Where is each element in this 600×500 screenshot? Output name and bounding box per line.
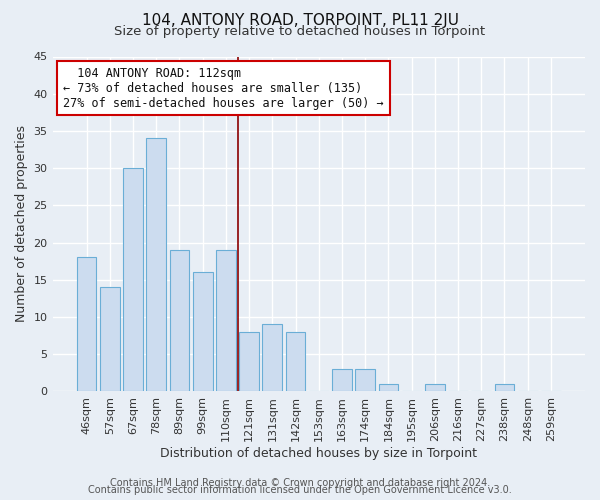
Bar (286, 332, 305, 392)
Bar (146, 138, 166, 392)
Bar (239, 332, 259, 392)
Bar (262, 324, 282, 392)
X-axis label: Distribution of detached houses by size in Torpoint: Distribution of detached houses by size … (160, 447, 477, 460)
Bar (123, 168, 143, 392)
Bar (77, 258, 97, 392)
Bar (100, 287, 119, 392)
Y-axis label: Number of detached properties: Number of detached properties (15, 126, 28, 322)
Bar (379, 384, 398, 392)
Text: Contains public sector information licensed under the Open Government Licence v3: Contains public sector information licen… (88, 485, 512, 495)
Bar (216, 250, 236, 392)
Bar (425, 384, 445, 392)
Text: 104 ANTONY ROAD: 112sqm  
← 73% of detached houses are smaller (135)
27% of semi: 104 ANTONY ROAD: 112sqm ← 73% of detache… (63, 66, 384, 110)
Text: 104, ANTONY ROAD, TORPOINT, PL11 2JU: 104, ANTONY ROAD, TORPOINT, PL11 2JU (142, 12, 458, 28)
Text: Size of property relative to detached houses in Torpoint: Size of property relative to detached ho… (115, 25, 485, 38)
Bar (494, 384, 514, 392)
Text: Contains HM Land Registry data © Crown copyright and database right 2024.: Contains HM Land Registry data © Crown c… (110, 478, 490, 488)
Bar (332, 369, 352, 392)
Bar (355, 369, 375, 392)
Bar (193, 272, 212, 392)
Bar (170, 250, 190, 392)
